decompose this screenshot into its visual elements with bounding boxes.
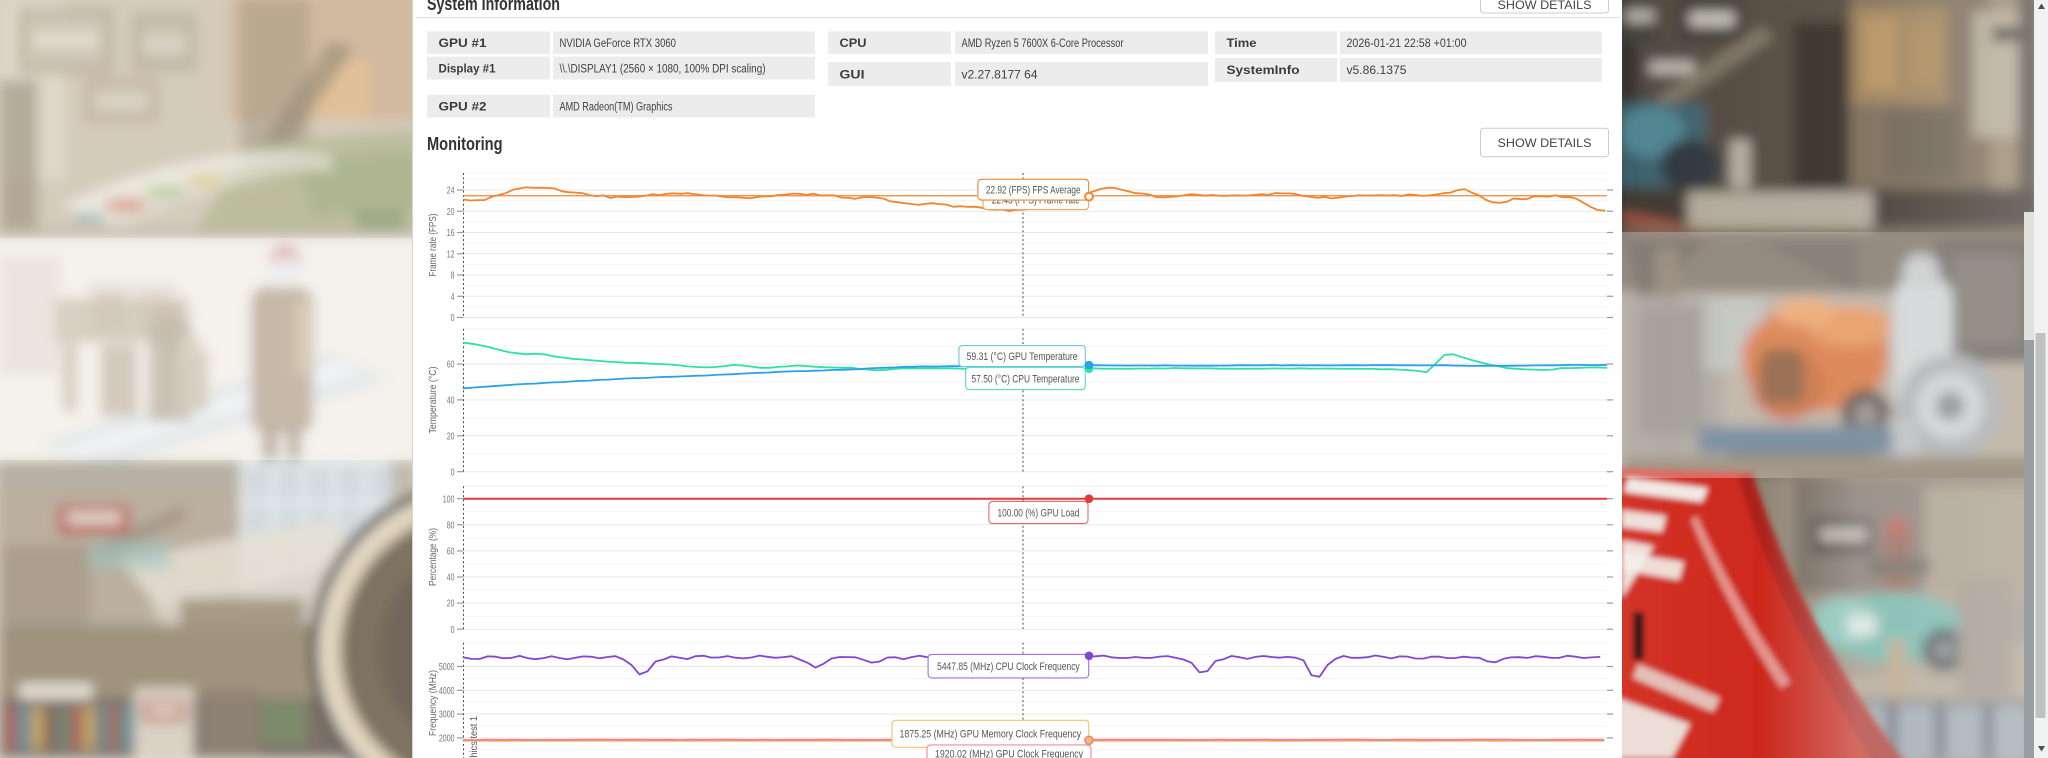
svg-text:GPU #1: GPU #1 [439,36,487,50]
svg-text:100: 100 [443,494,455,505]
svg-text:40: 40 [447,573,455,584]
svg-text:20: 20 [447,599,455,610]
svg-text:1875.25 (MHz) GPU Memory Clock: 1875.25 (MHz) GPU Memory Clock Frequency [900,729,1082,741]
svg-text:System Information: System Information [427,0,560,14]
svg-text:12: 12 [447,249,455,260]
svg-text:AMD Radeon(TM) Graphics: AMD Radeon(TM) Graphics [560,99,673,113]
svg-text:SystemInfo: SystemInfo [1227,63,1301,77]
svg-text:4000: 4000 [439,686,455,697]
svg-text:Temperature (°C): Temperature (°C) [428,367,439,434]
svg-text:v2.27.8177 64: v2.27.8177 64 [962,67,1038,81]
svg-text:1920.02 (MHz) GPU Clock Freque: 1920.02 (MHz) GPU Clock Frequency [935,748,1084,758]
svg-text:Display #1: Display #1 [439,61,496,75]
svg-text:80: 80 [447,520,455,531]
svg-text:60: 60 [447,360,455,371]
svg-text:Monitoring: Monitoring [427,133,503,154]
svg-text:4: 4 [451,292,455,303]
svg-text:16: 16 [447,228,455,239]
svg-text:3000: 3000 [439,710,455,721]
svg-text:5000: 5000 [439,662,455,673]
svg-text:Graphics test 1: Graphics test 1 [469,716,480,758]
svg-text:Frequency (MHz): Frequency (MHz) [428,670,439,736]
svg-text:Frame rate (FPS): Frame rate (FPS) [428,214,439,277]
svg-text:57.50 (°C) CPU Temperature: 57.50 (°C) CPU Temperature [972,373,1080,385]
svg-text:\\.\DISPLAY1 (2560 × 1080, 100: \\.\DISPLAY1 (2560 × 1080, 100% DPI scal… [560,61,766,75]
svg-text:SHOW DETAILS: SHOW DETAILS [1498,0,1592,12]
svg-text:0: 0 [451,313,455,324]
svg-text:20: 20 [447,207,455,218]
svg-text:Time: Time [1227,36,1257,50]
svg-text:2000: 2000 [439,734,455,745]
svg-text:8: 8 [451,271,455,282]
svg-text:0: 0 [451,467,455,478]
svg-text:24: 24 [447,186,455,197]
svg-text:0: 0 [451,625,455,636]
svg-text:22.92 (FPS) FPS Average: 22.92 (FPS) FPS Average [986,185,1081,197]
svg-text:Percentage (%): Percentage (%) [428,528,439,586]
svg-text:5447.85 (MHz) CPU Clock Freque: 5447.85 (MHz) CPU Clock Frequency [937,661,1080,673]
svg-text:NVIDIA GeForce RTX 3060: NVIDIA GeForce RTX 3060 [560,36,677,50]
svg-text:59.31 (°C) GPU Temperature: 59.31 (°C) GPU Temperature [967,351,1078,363]
svg-text:v5.86.1375: v5.86.1375 [1347,63,1407,77]
svg-text:20: 20 [447,431,455,442]
svg-text:100.00 (%) GPU Load: 100.00 (%) GPU Load [997,507,1079,519]
svg-text:GUI: GUI [840,67,865,81]
svg-text:GPU #2: GPU #2 [439,99,487,113]
svg-text:AMD Ryzen 5 7600X 6-Core Proce: AMD Ryzen 5 7600X 6-Core Processor [962,36,1124,50]
svg-text:2026-01-21 22:58 +01:00: 2026-01-21 22:58 +01:00 [1347,36,1467,50]
svg-text:CPU: CPU [840,36,867,50]
svg-text:SHOW DETAILS: SHOW DETAILS [1498,136,1592,150]
svg-text:40: 40 [447,396,455,407]
svg-text:60: 60 [447,547,455,558]
